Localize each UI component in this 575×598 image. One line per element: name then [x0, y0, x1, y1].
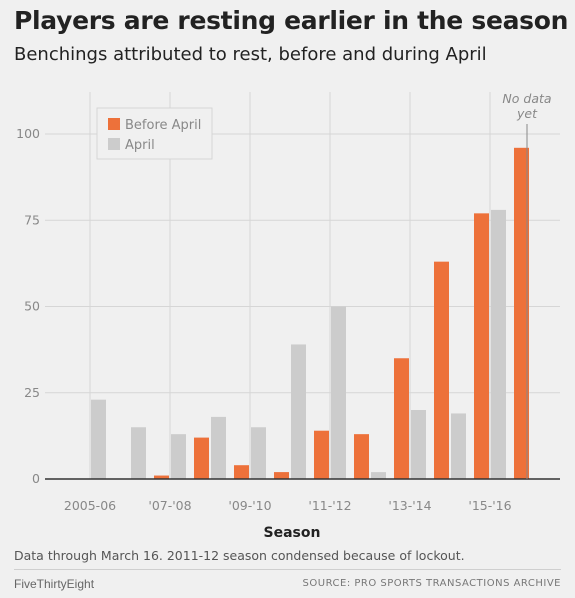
- bar-chart: 0 25 50 75 100 2005-06 '07-'08 '09-'10 '11-'12 '…: [16, 91, 560, 541]
- legend-swatch-april: [108, 138, 120, 150]
- footnote: Data through March 16. 2011-12 season co…: [14, 548, 465, 563]
- legend-swatch-before-april: [108, 118, 120, 130]
- chart-title: Players are resting earlier in the seaso…: [14, 6, 569, 35]
- x-tick-label: '13-'14: [388, 498, 431, 513]
- y-tick-label: 100: [16, 126, 40, 141]
- annotation-line-1: No data: [502, 91, 551, 106]
- footer-divider: [14, 569, 561, 570]
- x-axis-title: Season: [264, 525, 321, 541]
- x-tick-label: '15-'16: [468, 498, 511, 513]
- bar-before-april: [394, 358, 409, 479]
- bar-before-april: [354, 434, 369, 479]
- bar-april: [171, 434, 186, 479]
- bar-before-april: [434, 261, 449, 479]
- source-credit: SOURCE: PRO SPORTS TRANSACTIONS ARCHIVE: [302, 578, 561, 589]
- x-tick-label: '07-'08: [148, 498, 191, 513]
- bar-april: [291, 344, 306, 479]
- bar-april: [131, 427, 146, 479]
- bar-april: [371, 472, 386, 479]
- brand-logo-text: FiveThirtyEight: [14, 577, 95, 591]
- x-tick-label: '11-'12: [308, 498, 351, 513]
- bar-april: [331, 306, 346, 479]
- y-tick-label: 50: [24, 299, 40, 314]
- no-data-annotation: No data yet: [502, 91, 552, 479]
- legend-label-april: April: [125, 138, 155, 153]
- bar-april: [251, 427, 266, 479]
- legend: Before April April: [96, 107, 213, 160]
- bar-april: [91, 399, 106, 479]
- bar-before-april: [274, 472, 289, 479]
- legend-label-before-april: Before April: [125, 118, 201, 133]
- y-tick-label: 75: [24, 212, 40, 227]
- bar-april: [411, 410, 426, 479]
- annotation-line-2: yet: [516, 106, 538, 121]
- bar-april: [491, 209, 506, 479]
- bars-layer: [91, 147, 529, 480]
- x-tick-label: 2005-06: [64, 498, 116, 513]
- bar-before-april: [314, 430, 329, 479]
- x-tick-label: '09-'10: [228, 498, 271, 513]
- bar-april: [211, 416, 226, 479]
- bar-before-april: [474, 213, 489, 479]
- bar-before-april: [154, 475, 169, 479]
- bar-before-april: [234, 465, 249, 479]
- legend-box: [96, 107, 213, 160]
- y-tick-label: 0: [32, 471, 40, 486]
- bar-before-april: [514, 147, 529, 480]
- y-tick-label: 25: [24, 385, 40, 400]
- bar-before-april: [194, 437, 209, 479]
- y-tick-labels: 0 25 50 75 100: [16, 126, 40, 486]
- x-tick-labels: 2005-06 '07-'08 '09-'10 '11-'12 '13-'14 '15-'…: [64, 498, 512, 513]
- chart-subtitle: Benchings attributed to rest, before and…: [14, 44, 487, 65]
- bar-april: [451, 413, 466, 479]
